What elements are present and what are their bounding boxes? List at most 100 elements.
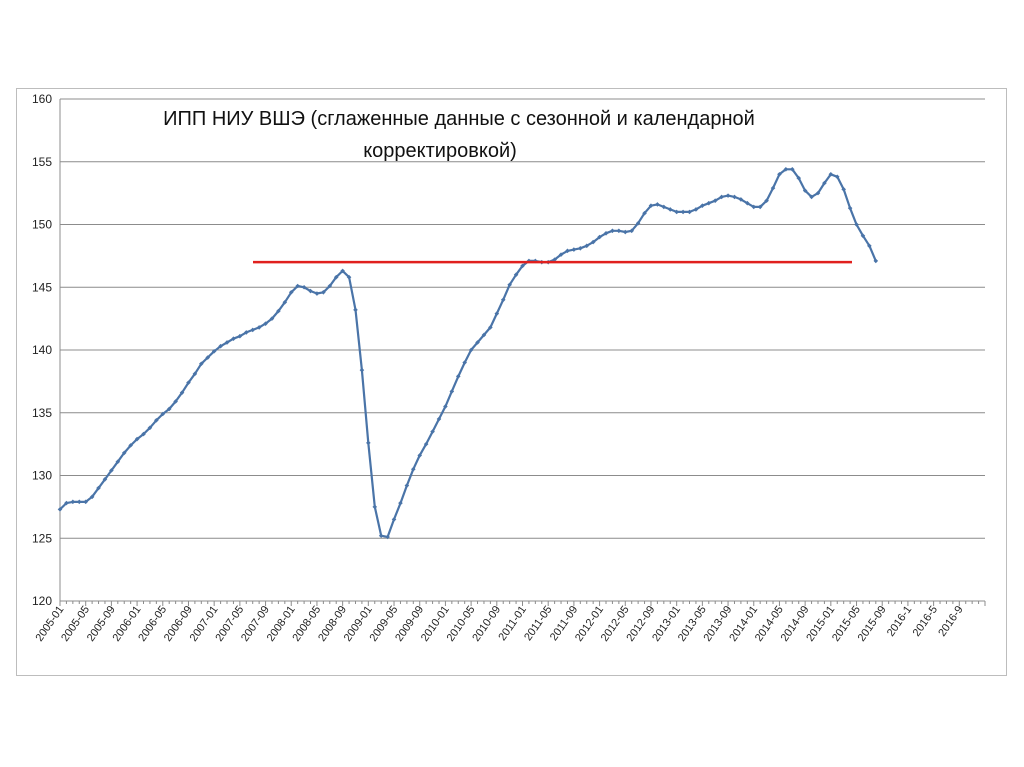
data-point xyxy=(398,500,403,506)
data-point xyxy=(205,355,211,360)
axes xyxy=(59,99,986,606)
data-point xyxy=(160,411,166,417)
data-point xyxy=(359,367,365,373)
data-point xyxy=(147,425,153,431)
data-point xyxy=(64,500,69,506)
y-tick-label: 120 xyxy=(32,594,52,608)
data-point xyxy=(475,340,480,345)
data-point xyxy=(410,466,416,472)
data-point xyxy=(333,274,339,280)
data-point xyxy=(455,374,461,379)
x-tick-labels: 2005-012005-052005-092006-012006-052006-… xyxy=(33,604,965,644)
y-tick-label: 130 xyxy=(32,469,52,483)
data-point xyxy=(179,390,185,395)
data-point xyxy=(231,336,236,342)
chart-title-line-1: ИПП НИУ ВШЭ (сглаженные данные с сезонно… xyxy=(163,108,755,130)
data-point xyxy=(154,417,159,423)
chart-frame: 120 125 130 135 140 145 150 155 160 2005-01 2005-… xyxy=(16,88,1007,676)
data-point xyxy=(867,243,872,249)
data-point xyxy=(404,483,410,488)
data-point xyxy=(321,289,326,295)
data-point xyxy=(616,228,622,234)
y-tick-label: 125 xyxy=(32,531,52,545)
data-point xyxy=(809,194,814,200)
data-point xyxy=(218,343,223,349)
data-point xyxy=(706,200,712,206)
data-point xyxy=(295,283,300,289)
data-point xyxy=(340,268,345,274)
data-point xyxy=(57,507,63,512)
data-point xyxy=(854,222,859,227)
data-point xyxy=(565,248,570,254)
data-point xyxy=(751,204,757,210)
data-point xyxy=(507,282,512,288)
data-point xyxy=(166,406,172,412)
data-point xyxy=(873,258,879,264)
data-point xyxy=(500,297,506,303)
data-point xyxy=(109,468,114,473)
data-point xyxy=(815,190,821,196)
y-tick-label: 145 xyxy=(32,280,52,294)
data-point xyxy=(552,257,557,262)
x-tick-label: 2016-1 xyxy=(885,604,914,639)
data-point xyxy=(796,175,802,181)
data-point xyxy=(314,291,320,296)
data-point xyxy=(513,272,519,277)
data-point xyxy=(224,340,230,345)
data-point xyxy=(282,300,288,305)
data-point xyxy=(680,209,686,215)
data-point xyxy=(186,380,191,385)
chart-title-line-2: корректировкой) xyxy=(363,140,517,162)
data-point xyxy=(89,494,95,500)
data-point xyxy=(417,453,423,458)
data-point xyxy=(597,234,602,240)
data-point xyxy=(481,332,487,338)
y-tick-labels: 120 125 130 135 140 145 150 155 160 xyxy=(32,92,52,608)
data-point xyxy=(436,416,442,422)
data-point xyxy=(571,247,577,252)
data-point xyxy=(276,308,281,314)
data-point xyxy=(385,534,390,540)
data-point xyxy=(423,441,429,447)
data-point xyxy=(603,230,609,236)
data-point xyxy=(468,347,474,353)
y-tick-label: 155 xyxy=(32,155,52,169)
y-tick-label: 140 xyxy=(32,343,52,357)
data-point xyxy=(764,198,769,203)
data-point xyxy=(192,371,198,377)
series-ipp xyxy=(57,166,879,540)
data-point xyxy=(121,450,127,456)
data-point xyxy=(629,228,635,234)
y-tick-label: 160 xyxy=(32,92,52,106)
data-point xyxy=(667,207,673,212)
data-point xyxy=(725,193,731,198)
data-point xyxy=(443,404,448,409)
data-point xyxy=(76,499,82,505)
data-point xyxy=(391,517,397,522)
data-point xyxy=(590,239,596,245)
data-point xyxy=(430,429,435,434)
x-tick-label: 2016-9 xyxy=(936,604,965,639)
data-point xyxy=(70,499,76,505)
data-point xyxy=(860,233,866,239)
data-point xyxy=(269,316,275,321)
data-point xyxy=(622,229,628,235)
data-point xyxy=(719,194,724,200)
data-point xyxy=(834,174,840,180)
line-chart: 120 125 130 135 140 145 150 155 160 2005-012005-… xyxy=(32,92,986,644)
data-point xyxy=(847,205,853,211)
data-point xyxy=(115,459,121,464)
data-point xyxy=(558,252,564,257)
data-point xyxy=(783,166,789,172)
data-point xyxy=(777,172,782,177)
data-point xyxy=(353,307,358,313)
data-point xyxy=(288,289,294,295)
data-point xyxy=(494,311,500,316)
data-point xyxy=(578,246,583,251)
y-tick-label: 150 xyxy=(32,218,52,232)
data-point xyxy=(693,207,699,212)
grid-lines xyxy=(60,98,985,539)
data-point xyxy=(256,325,262,330)
data-point xyxy=(263,321,268,326)
data-point xyxy=(648,203,654,208)
